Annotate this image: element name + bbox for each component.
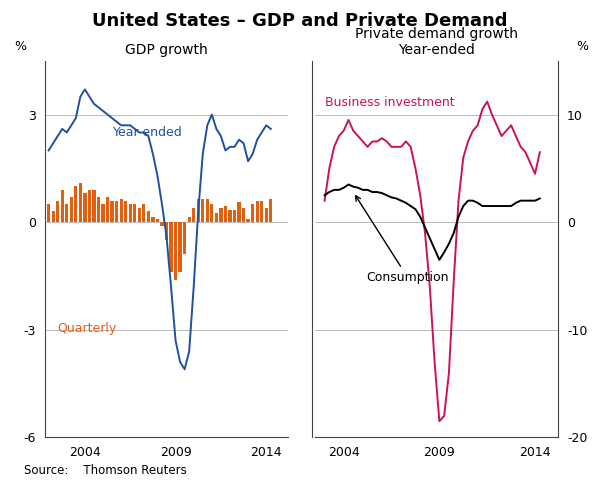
Bar	[83, 193, 86, 222]
Bar	[142, 204, 145, 222]
Bar	[224, 206, 227, 222]
Title: GDP growth: GDP growth	[125, 43, 208, 57]
Title: Private demand growth
Year-ended: Private demand growth Year-ended	[355, 27, 518, 57]
Bar	[165, 222, 168, 240]
Text: %: %	[576, 40, 588, 53]
Bar	[147, 211, 150, 222]
Bar	[188, 217, 191, 222]
Bar	[56, 201, 59, 222]
Bar	[151, 217, 155, 222]
Bar	[79, 183, 82, 222]
Bar	[156, 219, 159, 222]
Bar	[210, 204, 214, 222]
Bar	[70, 197, 73, 222]
Bar	[61, 190, 64, 222]
Bar	[128, 204, 132, 222]
Bar	[178, 222, 182, 272]
Bar	[92, 190, 95, 222]
Bar	[247, 219, 250, 222]
Text: Business investment: Business investment	[325, 96, 454, 109]
Bar	[265, 208, 268, 222]
Bar	[101, 204, 104, 222]
Bar	[115, 201, 118, 222]
Text: Source:    Thomson Reuters: Source: Thomson Reuters	[24, 464, 187, 477]
Bar	[251, 204, 254, 222]
Bar	[197, 199, 200, 222]
Bar	[106, 197, 109, 222]
Bar	[133, 204, 136, 222]
Bar	[260, 201, 263, 222]
Bar	[160, 222, 164, 226]
Text: %: %	[14, 40, 27, 53]
Bar	[219, 208, 223, 222]
Bar	[183, 222, 186, 255]
Text: Consumption: Consumption	[356, 196, 449, 284]
Bar	[52, 211, 55, 222]
Text: United States – GDP and Private Demand: United States – GDP and Private Demand	[92, 12, 508, 30]
Bar	[97, 197, 100, 222]
Bar	[74, 186, 77, 222]
Bar	[88, 190, 91, 222]
Bar	[65, 204, 68, 222]
Bar	[119, 199, 123, 222]
Bar	[174, 222, 177, 279]
Bar	[137, 208, 141, 222]
Bar	[269, 199, 272, 222]
Bar	[233, 209, 236, 222]
Bar	[238, 203, 241, 222]
Bar	[242, 208, 245, 222]
Bar	[169, 222, 173, 272]
Bar	[206, 199, 209, 222]
Bar	[47, 204, 50, 222]
Bar	[110, 201, 114, 222]
Text: Quarterly: Quarterly	[57, 322, 116, 335]
Bar	[124, 201, 127, 222]
Text: Year-ended: Year-ended	[113, 126, 183, 139]
Bar	[229, 209, 232, 222]
Bar	[256, 201, 259, 222]
Bar	[192, 208, 196, 222]
Bar	[201, 199, 205, 222]
Bar	[215, 213, 218, 222]
